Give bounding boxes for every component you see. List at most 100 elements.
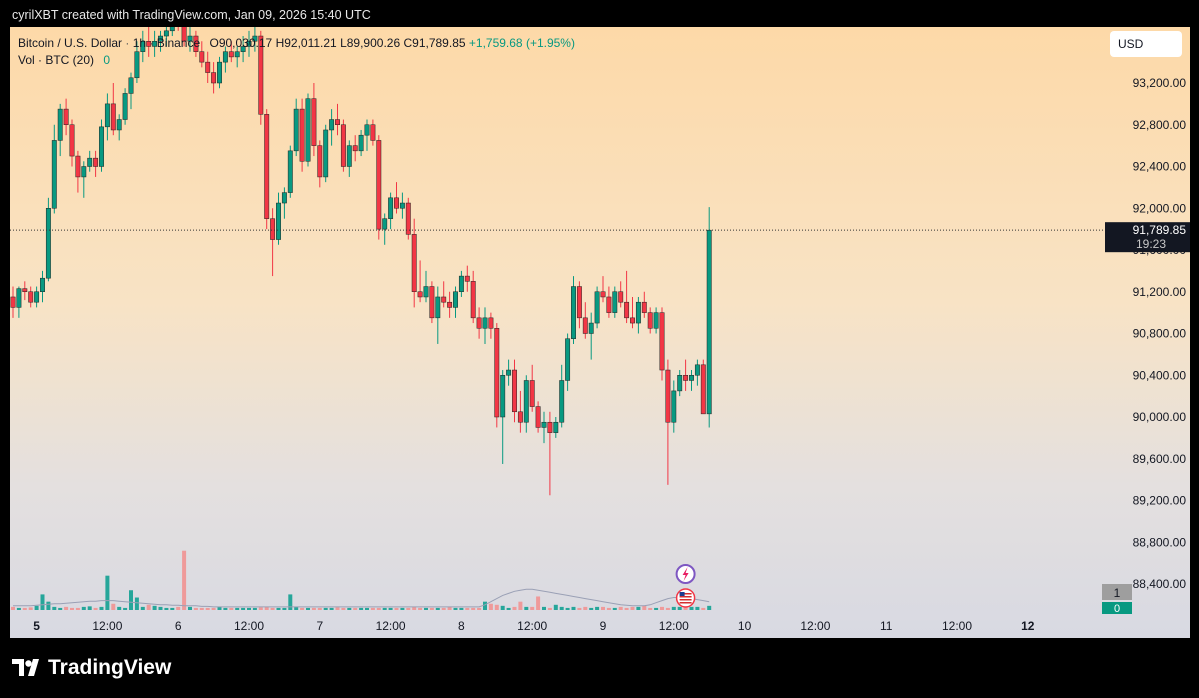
volume-bar: [648, 607, 653, 610]
candle-body: [529, 380, 535, 407]
chart-frame[interactable]: 93,200.0092,800.0092,400.0092,000.0091,6…: [10, 27, 1190, 638]
candle: [576, 281, 582, 329]
candle: [565, 333, 571, 391]
x-tick-label: 12: [1021, 619, 1035, 633]
candle-body: [689, 375, 694, 381]
volume-bar: [335, 607, 340, 610]
volume-bar: [577, 607, 582, 610]
volume-bar: [689, 606, 694, 610]
volume-bar: [317, 607, 322, 610]
candle: [394, 182, 399, 214]
candle-body: [600, 291, 606, 298]
volume-bar: [158, 606, 163, 610]
candle: [500, 370, 506, 464]
chart-legend: Bitcoin / U.S. Dollar · 1h · Binance O90…: [18, 36, 575, 67]
candle-body: [464, 275, 470, 282]
volume-indicator-label[interactable]: Vol · BTC (20): [18, 53, 95, 67]
x-tick-label: 12:00: [376, 619, 406, 633]
candle: [69, 119, 75, 167]
candle-body: [158, 35, 163, 42]
legend-interval[interactable]: 1h: [132, 36, 147, 50]
us-flag-icon[interactable]: [675, 588, 696, 608]
candlestick-chart[interactable]: 93,200.0092,800.0092,400.0092,000.0091,6…: [10, 27, 1190, 638]
x-tick-label: 12:00: [234, 619, 264, 633]
candle: [63, 98, 69, 136]
candle-body: [417, 291, 423, 298]
candle: [606, 286, 612, 318]
currency-button[interactable]: USD: [1110, 31, 1182, 57]
candle-body: [34, 291, 40, 303]
volume-bar: [660, 606, 664, 610]
volume-bar: [429, 607, 434, 610]
volume-bar: [630, 606, 635, 610]
candle-body: [187, 35, 193, 42]
last-price-value: 91,789.85: [1133, 223, 1187, 237]
candle: [40, 270, 45, 303]
candle-body: [635, 301, 641, 324]
candle-body: [423, 286, 429, 298]
volume-bar: [70, 607, 74, 610]
candle-body: [99, 126, 104, 167]
candle: [435, 286, 441, 344]
candle-body: [146, 41, 152, 47]
chart-caption: cyrilXBT created with TradingView.com, J…: [12, 8, 371, 22]
candle-body: [653, 312, 659, 329]
candle: [75, 150, 81, 193]
candle: [317, 140, 323, 188]
tradingview-logo-icon: [12, 659, 39, 676]
volume-bar: [447, 606, 452, 610]
candle-countdown: 19:23: [1136, 237, 1166, 251]
candle-body: [535, 406, 541, 428]
volume-bar: [323, 607, 328, 610]
candle: [299, 98, 305, 172]
volume-bar: [140, 606, 145, 610]
volume-bar: [424, 607, 428, 610]
candle: [276, 192, 281, 245]
candle-body: [45, 208, 51, 279]
legend-low: L89,900.26: [340, 36, 401, 50]
volume-bar: [547, 607, 552, 610]
volume-bar: [418, 607, 423, 610]
legend-symbol[interactable]: Bitcoin / U.S. Dollar: [18, 36, 123, 50]
candle: [553, 417, 559, 438]
x-tick-label: 6: [175, 619, 182, 633]
tradingview-wordmark: TradingView: [48, 656, 172, 679]
candle-body: [411, 234, 417, 292]
candle: [441, 281, 447, 308]
volume-bar: [683, 606, 688, 610]
volume-bar: [359, 607, 364, 610]
volume-bar: [465, 607, 470, 610]
candle: [464, 265, 470, 292]
candle: [700, 359, 706, 415]
candle: [535, 401, 541, 433]
volume-bar: [512, 606, 517, 610]
candle-body: [16, 288, 22, 308]
candle: [529, 364, 535, 412]
candle-body: [388, 197, 394, 219]
volume-bar: [406, 607, 411, 610]
volume-bar: [606, 607, 611, 610]
candle: [618, 281, 624, 308]
volume-bar: [176, 606, 181, 610]
volume-bar: [583, 606, 588, 610]
candle: [582, 302, 588, 339]
volume-bar: [117, 606, 122, 610]
candle: [624, 270, 630, 324]
lightning-icon[interactable]: [675, 564, 696, 584]
candle-body: [211, 72, 217, 84]
candle-body: [630, 317, 635, 324]
candle-body: [665, 369, 671, 423]
legend-open: O90,030.17: [209, 36, 273, 50]
volume-bar: [276, 607, 281, 610]
candle: [706, 207, 712, 428]
candle-body: [494, 328, 500, 418]
candle: [647, 307, 653, 334]
candle: [411, 218, 417, 308]
x-tick-label: 10: [738, 619, 752, 633]
candle: [99, 119, 104, 172]
volume-bar: [636, 606, 641, 610]
candle-body: [169, 27, 175, 32]
volume-bar: [16, 607, 21, 610]
volume-bar: [642, 605, 647, 610]
volume-bar: [341, 607, 346, 610]
